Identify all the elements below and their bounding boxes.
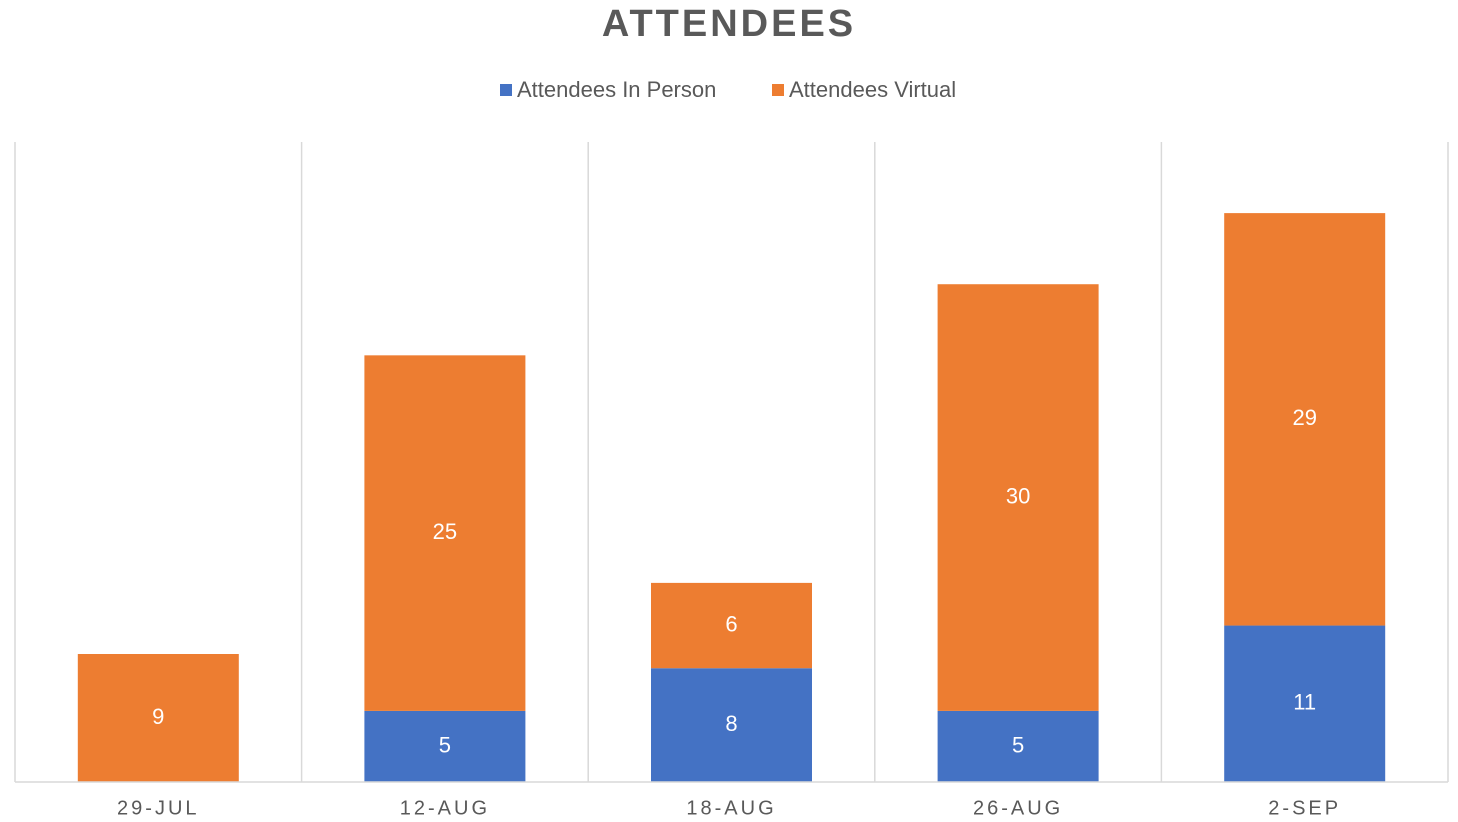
x-tick-label: 12-AUG (400, 797, 490, 819)
data-label: 25 (433, 519, 457, 544)
legend-swatch (500, 84, 512, 96)
bar-segment (1224, 213, 1386, 626)
data-label: 11 (1293, 690, 1316, 715)
data-label: 29 (1292, 405, 1316, 430)
bar-segment (651, 582, 812, 669)
bar-segment (77, 654, 239, 782)
bar-segment (1224, 625, 1386, 782)
x-tick-label: 29-JUL (117, 797, 199, 819)
data-label: 30 (1006, 483, 1030, 508)
bar-segment (364, 710, 526, 782)
bar-segment (651, 668, 812, 782)
data-label: 5 (439, 732, 451, 757)
legend-label: Attendees In Person (517, 77, 716, 102)
data-label: 6 (725, 611, 737, 636)
plot-area: 09525865301129 (77, 213, 1386, 782)
bar-segment (364, 355, 526, 711)
bar-segment (937, 284, 1099, 711)
legend-swatch (772, 84, 784, 96)
x-tick-label: 2-SEP (1268, 797, 1341, 819)
data-label: 8 (725, 711, 737, 736)
x-tick-label: 26-AUG (973, 797, 1063, 819)
data-label: 9 (152, 704, 164, 729)
bar-segment (937, 710, 1099, 782)
data-label: 5 (1012, 732, 1024, 757)
x-tick-label: 18-AUG (686, 797, 776, 819)
legend-label: Attendees Virtual (789, 77, 956, 102)
chart-title: ATTENDEES (602, 3, 856, 45)
